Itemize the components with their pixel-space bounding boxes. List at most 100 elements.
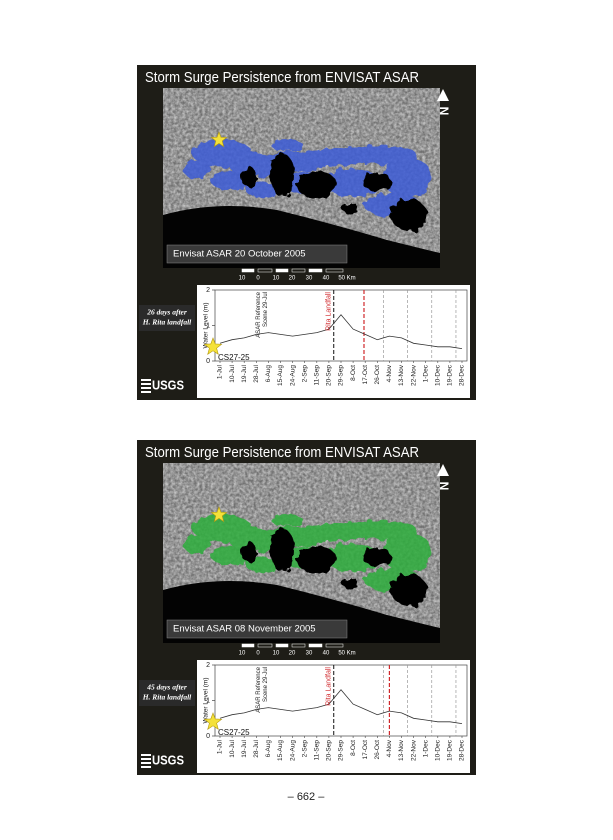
north-arrow	[437, 89, 449, 101]
flood-patch	[382, 157, 432, 197]
x-tick-label: 15-Aug	[277, 740, 284, 761]
note-text: H. Rita landfall	[142, 693, 192, 702]
caption-box	[166, 619, 348, 639]
x-tick-label: 6-Aug	[265, 365, 272, 383]
x-tick-label: 6-Aug	[265, 740, 272, 758]
north-arrow	[437, 464, 449, 476]
x-tick-label: 15-Aug	[277, 365, 284, 386]
flood-area	[183, 514, 432, 592]
y-tick-label: 0	[206, 358, 210, 365]
flood-patch	[183, 537, 211, 553]
scale-segment	[308, 643, 323, 648]
scale-label: 30	[306, 276, 313, 282]
scale-label: 10	[239, 651, 246, 657]
water-level-line	[219, 689, 463, 724]
scale-label: 20	[289, 651, 296, 657]
caption-box	[166, 244, 348, 264]
north-label: N	[437, 107, 451, 116]
x-tick-label: 28-Dec	[459, 739, 466, 761]
logo-mark	[141, 391, 151, 393]
scale-segment	[291, 643, 306, 648]
satellite-map	[163, 88, 440, 268]
x-tick-label: 4-Nov	[386, 364, 393, 382]
x-tick-label: 26-Oct	[374, 740, 381, 760]
landfall-label: Rita Landfall	[326, 292, 333, 331]
x-tick-label: 26-Oct	[374, 365, 381, 385]
scale-segment	[241, 643, 255, 648]
logo-mark	[141, 387, 151, 389]
lake	[297, 171, 337, 199]
x-tick-label: 10-Jul	[229, 739, 236, 757]
station-label: CS27-25	[218, 728, 250, 737]
x-tick-label: 1-Jul	[217, 739, 224, 754]
flood-patch	[382, 532, 432, 572]
lake	[391, 574, 427, 606]
y-axis-label: Water Level (m)	[203, 303, 210, 349]
x-tick-label: 17-Oct	[362, 740, 369, 760]
y-tick-label: 1	[206, 322, 210, 329]
lake	[241, 167, 257, 187]
map-caption: Envisat ASAR 20 October 2005	[173, 249, 306, 260]
x-tick-label: 10-Dec	[435, 739, 442, 761]
x-tick-label: 2-Sep	[301, 740, 308, 758]
landfall-label: Rita Landfall	[326, 667, 333, 706]
scale-label: 50 Km	[338, 276, 355, 282]
flood-patch	[246, 557, 278, 573]
scale-label: 50 Km	[338, 651, 355, 657]
slide-title: Storm Surge Persistence from ENVISAT ASA…	[145, 444, 419, 461]
x-tick-label: 4-Nov	[386, 739, 393, 757]
station-star	[203, 337, 223, 355]
page-number: – 662 –	[288, 791, 326, 803]
x-tick-label: 20-Sep	[326, 740, 333, 761]
scale-segment	[275, 643, 289, 648]
scale-segment	[308, 268, 323, 273]
scale-label: 10	[273, 651, 280, 657]
lake	[270, 153, 294, 197]
x-tick-label: 10-Dec	[435, 364, 442, 386]
scale-segment	[291, 268, 306, 273]
x-tick-label: 8-Oct	[350, 365, 357, 381]
reference-label: Scene 29-Jul	[263, 292, 269, 327]
logo-text: USGS	[152, 377, 184, 392]
x-tick-label: 20-Sep	[326, 365, 333, 386]
lake	[391, 199, 427, 231]
slide-title: Storm Surge Persistence from ENVISAT ASA…	[145, 69, 419, 86]
lake	[241, 542, 257, 562]
satellite-map	[163, 463, 440, 643]
water-level-line	[219, 314, 463, 349]
x-tick-label: 13-Nov	[398, 364, 405, 386]
x-tick-label: 11-Sep	[314, 365, 321, 386]
logo-mark	[141, 383, 151, 385]
y-tick-label: 1	[206, 697, 210, 704]
y-tick-label: 2	[206, 662, 210, 669]
note-box	[139, 305, 195, 331]
x-tick-label: 28-Jul	[253, 364, 260, 382]
slide: Storm Surge Persistence from ENVISAT ASA…	[137, 440, 476, 775]
station-star	[203, 712, 223, 730]
x-tick-label: 22-Nov	[410, 739, 417, 761]
flood-patch	[271, 139, 303, 151]
x-tick-label: 1-Dec	[422, 364, 429, 382]
scale-label: 10	[273, 276, 280, 282]
x-tick-label: 10-Jul	[229, 364, 236, 382]
slide: Storm Surge Persistence from ENVISAT ASA…	[137, 65, 476, 400]
lakes	[241, 153, 427, 231]
lake	[362, 548, 392, 566]
scale-label: 20	[289, 276, 296, 282]
scale-segment	[325, 643, 344, 648]
station-label: CS27-25	[218, 353, 250, 362]
scale-segment	[275, 268, 289, 273]
x-tick-label: 11-Sep	[314, 740, 321, 761]
logo-mark	[141, 754, 151, 756]
station-star	[210, 131, 228, 148]
x-tick-label: 19-Jul	[241, 739, 248, 757]
flood-patch	[246, 182, 278, 198]
scale-segment	[257, 643, 273, 648]
scale-label: 40	[323, 651, 330, 657]
scale-label: 0	[256, 276, 260, 282]
note-text: 45 days after	[146, 683, 187, 692]
y-tick-label: 0	[206, 733, 210, 740]
reference-label: ASAR Reference	[256, 291, 262, 337]
x-tick-label: 28-Jul	[253, 739, 260, 757]
x-tick-label: 8-Oct	[350, 740, 357, 756]
